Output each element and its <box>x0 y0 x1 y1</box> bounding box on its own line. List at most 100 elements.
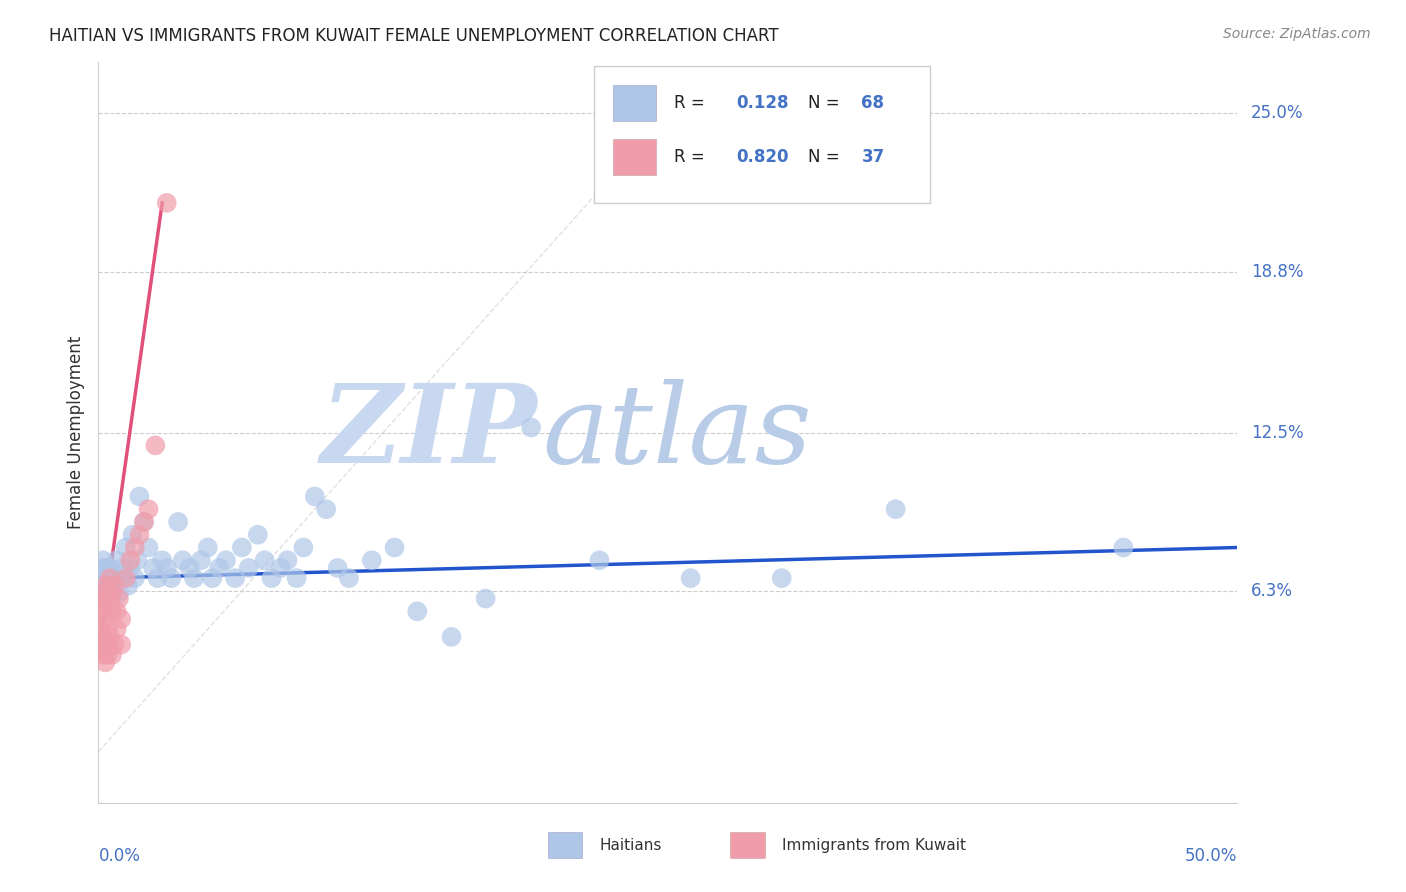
Point <box>679 571 702 585</box>
Point <box>326 561 349 575</box>
Point <box>260 571 283 585</box>
Point <box>208 561 231 575</box>
Point <box>94 604 117 618</box>
Point <box>588 553 610 567</box>
Text: N =: N = <box>808 148 845 166</box>
Point <box>96 566 118 580</box>
Text: 0.128: 0.128 <box>737 95 789 112</box>
Point <box>90 571 112 585</box>
Point <box>90 604 112 618</box>
Text: 68: 68 <box>862 95 884 112</box>
Point <box>94 586 117 600</box>
Point <box>110 638 132 652</box>
Point <box>160 571 183 585</box>
Point <box>179 561 201 575</box>
Text: 25.0%: 25.0% <box>1251 104 1303 122</box>
Point <box>101 586 124 600</box>
Point <box>121 527 143 541</box>
Point <box>91 630 114 644</box>
Point <box>101 604 124 618</box>
Point <box>90 622 112 636</box>
Point <box>150 553 173 567</box>
Point <box>101 566 124 580</box>
Text: HAITIAN VS IMMIGRANTS FROM KUWAIT FEMALE UNEMPLOYMENT CORRELATION CHART: HAITIAN VS IMMIGRANTS FROM KUWAIT FEMALE… <box>49 27 779 45</box>
Point <box>315 502 337 516</box>
FancyBboxPatch shape <box>593 66 929 203</box>
Point <box>770 571 793 585</box>
Point <box>246 527 269 541</box>
Point <box>110 612 132 626</box>
Point <box>105 604 128 618</box>
Point <box>120 553 142 567</box>
Point <box>105 553 128 567</box>
Text: 6.3%: 6.3% <box>1251 582 1294 600</box>
Point <box>292 541 315 555</box>
Text: ZIP: ZIP <box>321 379 537 486</box>
Point <box>98 571 121 585</box>
Point <box>337 571 360 585</box>
Point <box>96 591 118 606</box>
Point <box>108 591 131 606</box>
Point <box>132 515 155 529</box>
Point <box>91 553 114 567</box>
Text: Immigrants from Kuwait: Immigrants from Kuwait <box>782 838 966 853</box>
Point <box>128 490 150 504</box>
Point <box>101 583 124 598</box>
Point <box>172 553 194 567</box>
Point <box>201 571 224 585</box>
Point <box>215 553 238 567</box>
Text: Source: ZipAtlas.com: Source: ZipAtlas.com <box>1223 27 1371 41</box>
Point <box>91 648 114 662</box>
Point <box>231 541 253 555</box>
Point <box>90 586 112 600</box>
Point <box>96 622 118 636</box>
Point <box>91 579 114 593</box>
Text: R =: R = <box>673 148 710 166</box>
FancyBboxPatch shape <box>731 832 765 858</box>
Point <box>98 630 121 644</box>
Point <box>94 579 117 593</box>
FancyBboxPatch shape <box>613 86 657 121</box>
Point <box>91 566 114 580</box>
Point <box>253 553 276 567</box>
Point <box>128 527 150 541</box>
Point <box>190 553 212 567</box>
Point <box>103 579 125 593</box>
Point <box>124 571 146 585</box>
Point <box>96 579 118 593</box>
Point <box>238 561 260 575</box>
Text: 37: 37 <box>862 148 884 166</box>
Point <box>120 561 142 575</box>
Point <box>183 571 205 585</box>
Point <box>114 541 136 555</box>
FancyBboxPatch shape <box>548 832 582 858</box>
Text: 50.0%: 50.0% <box>1185 847 1237 865</box>
Point <box>114 571 136 585</box>
Point <box>110 571 132 585</box>
Point <box>94 656 117 670</box>
Point <box>138 502 160 516</box>
Point <box>127 553 149 567</box>
Point <box>96 638 118 652</box>
Point <box>167 515 190 529</box>
Point <box>440 630 463 644</box>
Point <box>132 515 155 529</box>
Point <box>91 597 114 611</box>
Point <box>285 571 308 585</box>
Text: 0.820: 0.820 <box>737 148 789 166</box>
Point <box>384 541 406 555</box>
Point <box>360 553 382 567</box>
Point <box>124 541 146 555</box>
Point <box>105 622 128 636</box>
Point <box>108 586 131 600</box>
Text: atlas: atlas <box>543 379 813 486</box>
Point <box>98 571 121 585</box>
FancyBboxPatch shape <box>613 139 657 175</box>
Point <box>145 438 167 452</box>
Point <box>884 502 907 516</box>
Text: Haitians: Haitians <box>599 838 662 853</box>
Point <box>474 591 496 606</box>
Point <box>276 553 298 567</box>
Y-axis label: Female Unemployment: Female Unemployment <box>66 336 84 529</box>
Point <box>103 571 125 585</box>
